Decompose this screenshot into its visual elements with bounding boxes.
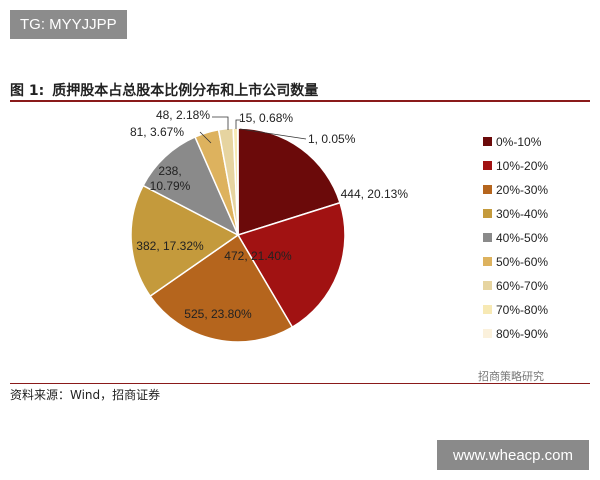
pie-slice-20%-30% (149, 233, 294, 343)
data-label-30%-40%: 382, 17.32% (136, 239, 204, 253)
data-label-50%-60%: 81, 3.67% (130, 125, 184, 139)
legend-swatch-60%-70% (483, 281, 492, 290)
legend-label-40%-50%: 40%-50% (496, 231, 548, 245)
data-label-20%-30%: 525, 23.80% (184, 307, 252, 321)
legend-swatch-30%-40% (483, 209, 492, 218)
legend-swatch-50%-60% (483, 257, 492, 266)
source-rule (10, 383, 590, 384)
legend-label-10%-20%: 10%-20% (496, 159, 548, 173)
leader-line-1 (199, 131, 212, 144)
title-rule (10, 100, 590, 102)
legend-label-50%-60%: 50%-60% (496, 255, 548, 269)
figure-title-text: 质押股本占总股本比例分布和上市公司数量 (52, 83, 319, 99)
leader-line-2 (212, 116, 229, 130)
data-label-0%-10%: 444, 20.13% (341, 187, 409, 201)
legend-swatch-10%-20% (483, 161, 492, 170)
watermark: www.wheacp.com (437, 440, 589, 470)
legend-swatch-0%-10% (483, 137, 492, 146)
data-label-60%-70%: 48, 2.18% (156, 108, 210, 122)
tg-badge: TG: MYYJJPP (10, 10, 127, 39)
legend-label-20%-30%: 20%-30% (496, 183, 548, 197)
pie-slice-30%-40% (130, 184, 240, 298)
leader-line-3 (235, 119, 241, 129)
legend-swatch-80%-90% (483, 329, 492, 338)
pie-chart: 444, 20.13% 472, 21.40% 525, 23.80% 382, 17… (130, 108, 548, 343)
data-label-40%-50%: 238, 10.79% (150, 164, 191, 193)
data-label-10%-20%: 472, 21.40% (224, 249, 292, 263)
figure-number: 图 1: (10, 83, 45, 99)
legend-label-0%-10%: 0%-10% (496, 135, 542, 149)
data-label-70%-80%: 15, 0.68% (239, 111, 293, 125)
legend-swatch-40%-50% (483, 233, 492, 242)
pie-slice-10%-20% (236, 201, 346, 329)
data-label-80%-90%: 1, 0.05% (308, 132, 356, 146)
pie-slice-0%-10% (237, 127, 341, 237)
legend-label-80%-90%: 80%-90% (496, 327, 548, 341)
legend-swatch-20%-30% (483, 185, 492, 194)
source-note: 资料来源：Wind，招商证券 (10, 388, 161, 402)
legend-swatch-70%-80% (483, 305, 492, 314)
legend-label-30%-40%: 30%-40% (496, 207, 548, 221)
figure-title: 图 1: 质押股本占总股本比例分布和上市公司数量 (10, 80, 318, 100)
wechat-account: 招商策略研究 (478, 368, 544, 384)
legend-label-70%-80%: 70%-80% (496, 303, 548, 317)
leader-line-4 (239, 128, 307, 140)
pie-slice-40%-50% (142, 136, 240, 237)
legend-label-60%-70%: 60%-70% (496, 279, 548, 293)
